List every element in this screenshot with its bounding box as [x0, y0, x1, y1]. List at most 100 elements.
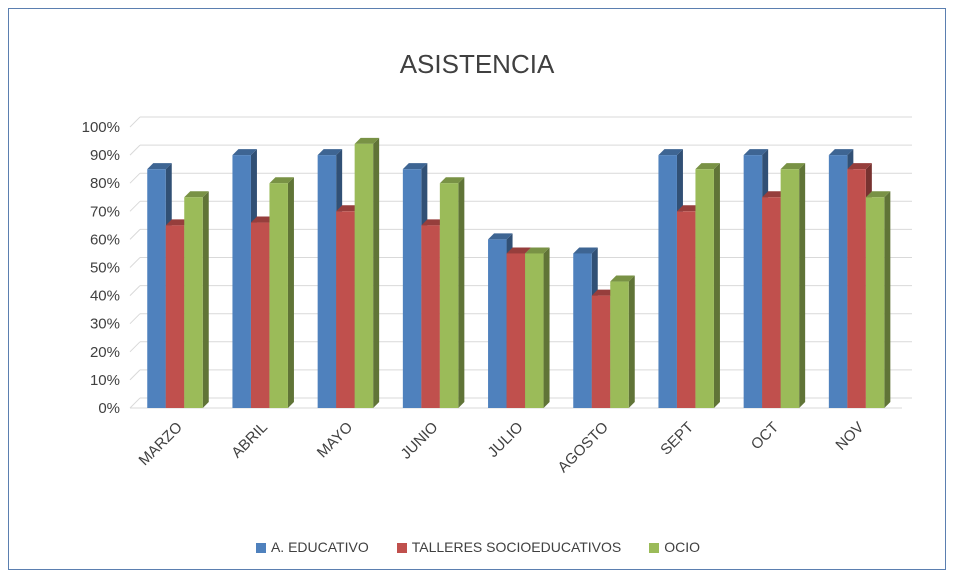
legend-label: A. EDUCATIVO [270, 539, 369, 556]
gridline-depth [129, 285, 141, 296]
bar-top [232, 149, 257, 156]
bar-front [184, 197, 203, 408]
bar-side [373, 137, 380, 409]
bar-front [421, 225, 440, 408]
bar-top [336, 205, 361, 212]
legend-item: TALLERES SOCIOEDUCATIVOS [396, 539, 621, 555]
bar-top [147, 163, 172, 170]
bar-side [884, 191, 891, 408]
chart-legend: A. EDUCATIVO TALLERES SOCIOEDUCATIVOS OCIO [0, 538, 956, 555]
y-tick-label: 50% [90, 260, 120, 277]
bar-front [676, 211, 696, 408]
bar-side [458, 177, 465, 408]
bar-top [402, 163, 428, 170]
gridline-depth [129, 369, 141, 381]
bar-top [762, 191, 787, 198]
bar-top [317, 149, 343, 156]
gridline-depth [129, 200, 141, 212]
gridline-depth [129, 172, 141, 184]
y-tick-label: 10% [90, 372, 120, 389]
bar [354, 137, 380, 409]
bar-top [695, 163, 720, 170]
x-tick-label: NOV [832, 419, 867, 454]
bar-top [421, 219, 446, 226]
legend-item: A. EDUCATIVO [255, 539, 369, 556]
bar [269, 177, 294, 408]
bar-top [658, 149, 683, 156]
gridline-depth [129, 144, 141, 156]
bar-front [762, 197, 781, 408]
legend-swatch [649, 543, 660, 554]
bar-front [658, 155, 677, 408]
bar-front [165, 225, 185, 408]
bar-top [591, 289, 617, 296]
legend-swatch [255, 543, 266, 554]
gridline-depth [129, 341, 141, 353]
bar-front [591, 295, 611, 408]
y-tick-label: 20% [90, 344, 120, 361]
bar-front [743, 155, 763, 408]
bar-top [269, 177, 294, 184]
bar-front [506, 253, 526, 408]
bar-front [402, 169, 422, 408]
x-tick-label: MAYO [314, 419, 356, 461]
y-tick-label: 60% [90, 231, 120, 248]
bar [780, 163, 806, 408]
y-tick-label: 40% [90, 288, 120, 305]
x-tick-label: MARZO [136, 419, 186, 469]
bar-front [610, 281, 629, 408]
bar-front [488, 239, 507, 408]
bar-top [506, 247, 532, 254]
x-tick-label: JUNIO [398, 419, 442, 463]
bar-top [676, 205, 702, 212]
bar-front [847, 169, 866, 408]
y-tick-label: 30% [90, 316, 120, 333]
bar-front [147, 169, 166, 408]
y-tick-label: 80% [90, 175, 120, 192]
y-tick-label: 100% [82, 119, 120, 136]
bar-side [202, 191, 209, 408]
bar-front [828, 155, 848, 408]
x-tick-label: OCT [748, 419, 782, 453]
bar-front [336, 211, 355, 408]
bar-front [525, 253, 544, 408]
x-tick-label: AGOSTO [555, 419, 612, 476]
bar-top [780, 163, 806, 170]
y-tick-label: 70% [90, 203, 120, 220]
legend-item: OCIO [649, 539, 700, 555]
bar-top [354, 137, 380, 144]
bar-front [269, 183, 288, 408]
bar-front [573, 253, 592, 408]
bar-front [865, 197, 885, 408]
bar-front [695, 169, 714, 408]
gridline-depth [129, 229, 141, 240]
gridline-depth [129, 116, 141, 128]
bar-top [865, 191, 891, 198]
bar-side [799, 163, 806, 408]
gridline-depth [129, 257, 141, 268]
bar-top [439, 177, 465, 184]
bar-top [165, 219, 191, 226]
bar [695, 163, 720, 408]
bar-top [525, 247, 550, 254]
bar-top [610, 275, 635, 282]
bar-side [543, 247, 550, 408]
bar-top [743, 149, 769, 156]
bar [184, 191, 209, 408]
bar-side [628, 275, 635, 408]
bar-side [287, 177, 294, 408]
bar-front [439, 183, 459, 408]
chart-title: ASISTENCIA [399, 49, 555, 79]
bar-top [184, 191, 209, 198]
gridline-depth [129, 397, 141, 409]
bar-top [847, 163, 872, 170]
bar-front [250, 222, 270, 408]
gridline-depth [129, 313, 141, 325]
x-tick-label: JULIO [485, 419, 527, 461]
legend-label: OCIO [664, 539, 701, 556]
bar-top [488, 233, 513, 240]
y-tick-label: 90% [90, 147, 120, 164]
bar-front [780, 169, 800, 408]
bar [865, 191, 891, 408]
